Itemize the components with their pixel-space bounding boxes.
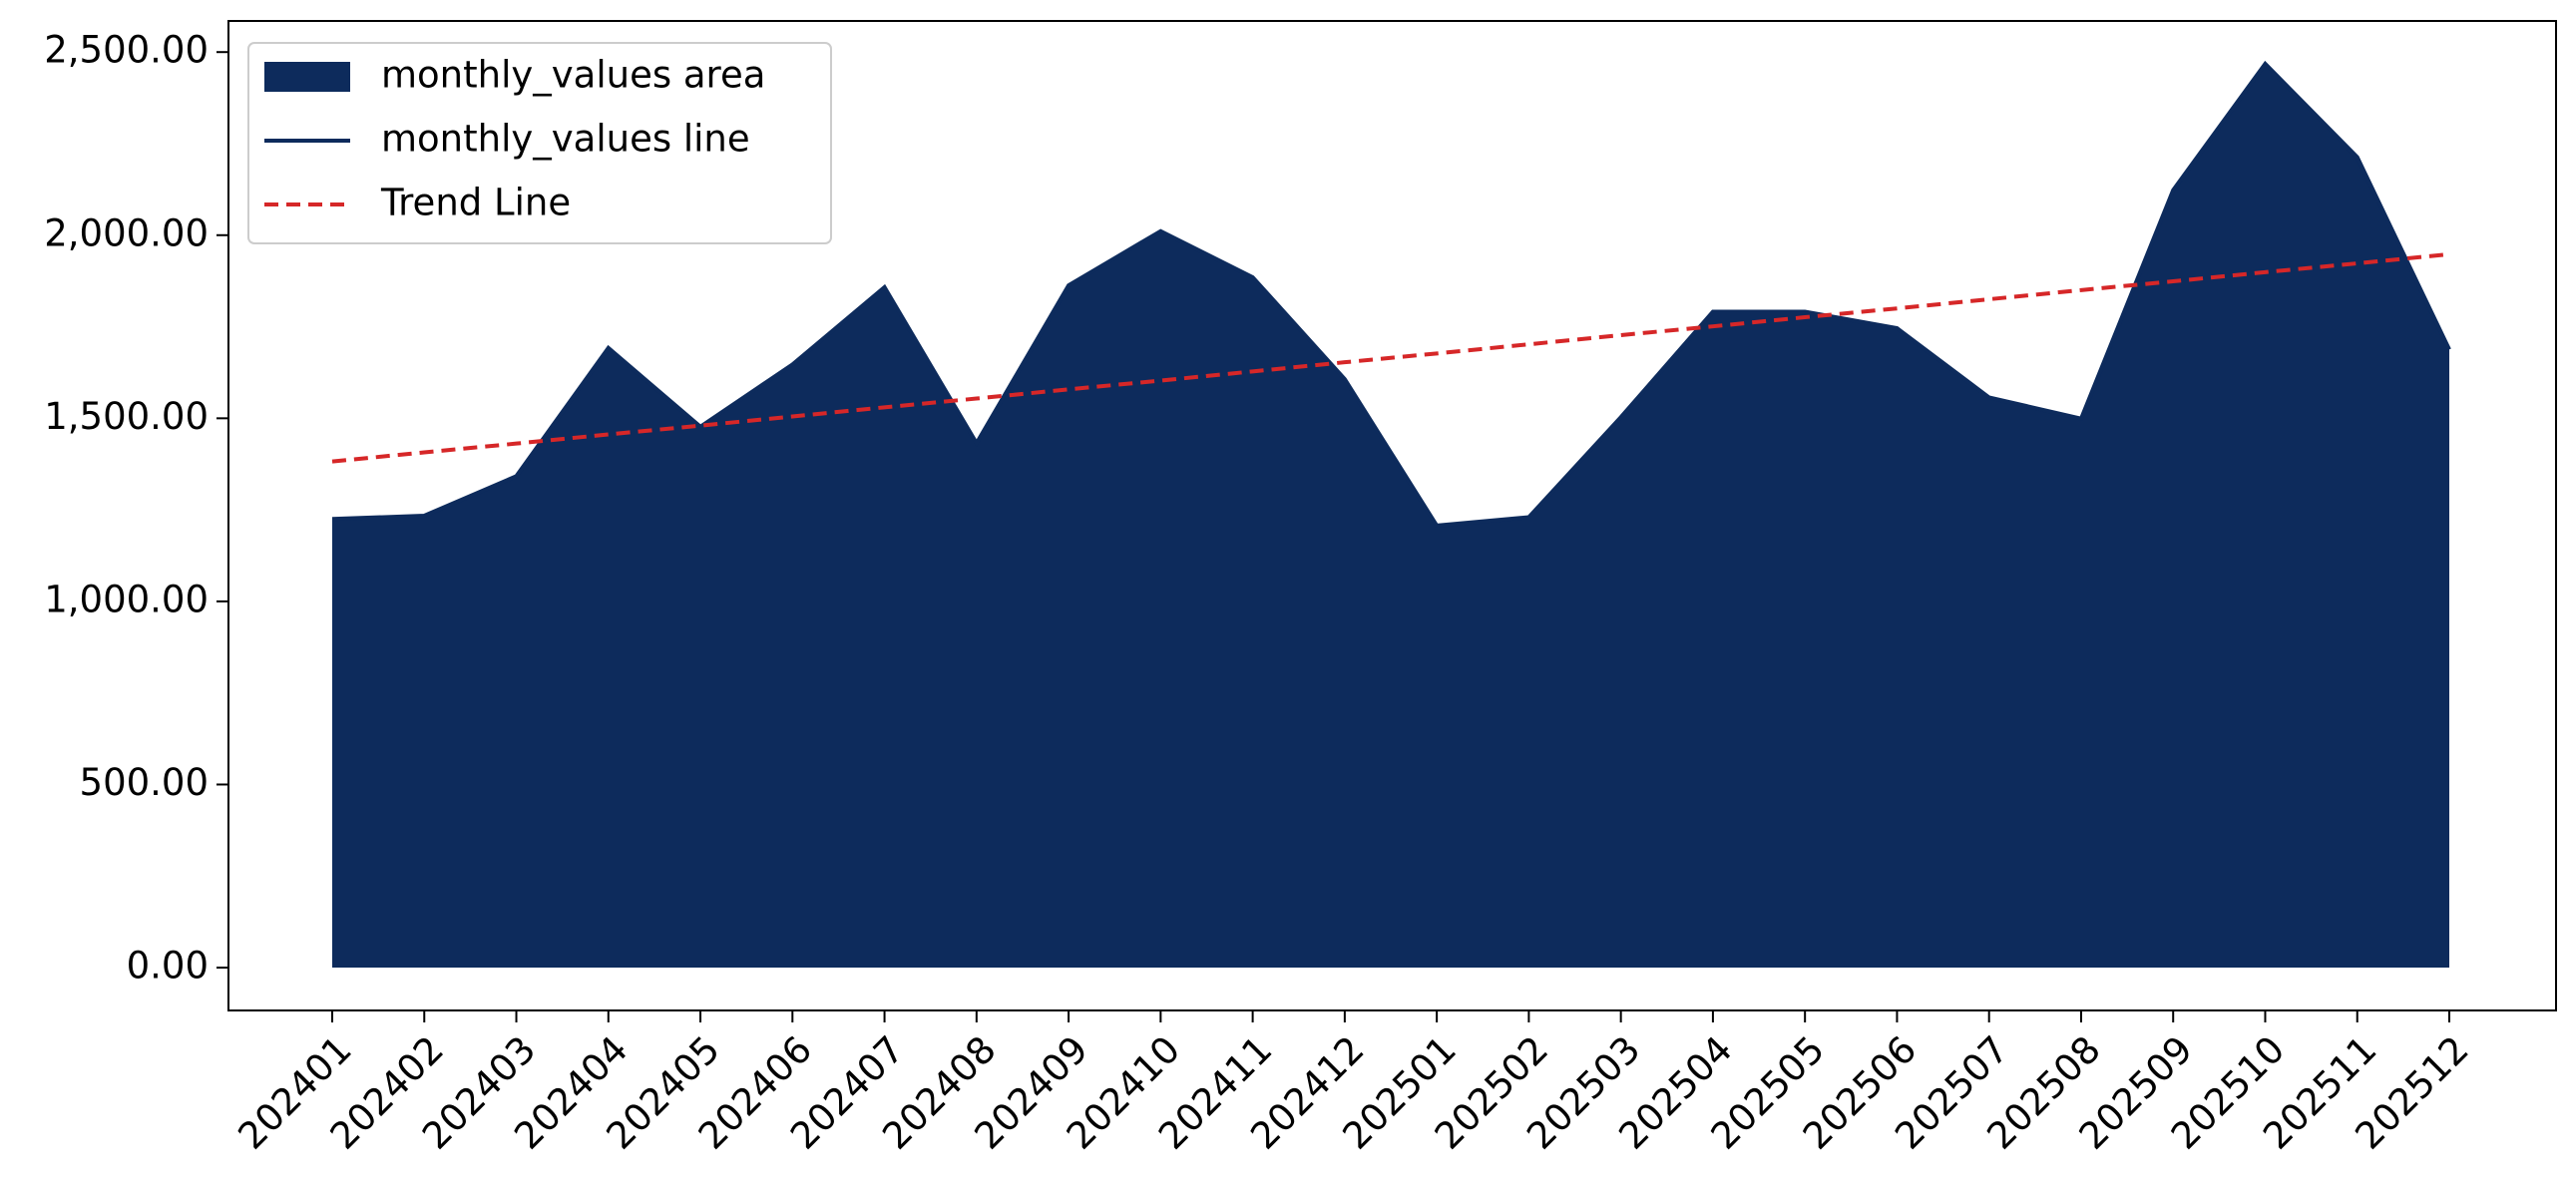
y-tick-label: 2,500.00 [44,29,209,72]
legend-swatch [264,62,350,92]
trend-line [331,251,2450,464]
y-tick-label: 500.00 [80,761,209,804]
y-tick-label: 1,000.00 [44,578,209,620]
line [331,60,2451,529]
legend-label: monthly_values area [381,54,765,97]
legend-label: Trend Line [380,182,571,224]
legend-label: monthly_values line [381,118,750,161]
area [332,63,2449,969]
plot-frame [227,20,2557,1011]
y-tick-label: 2,000.00 [44,211,209,254]
y-tick-label: 1,500.00 [44,395,209,438]
y-tick-label: 0.00 [127,945,209,988]
legend-box [247,42,832,244]
